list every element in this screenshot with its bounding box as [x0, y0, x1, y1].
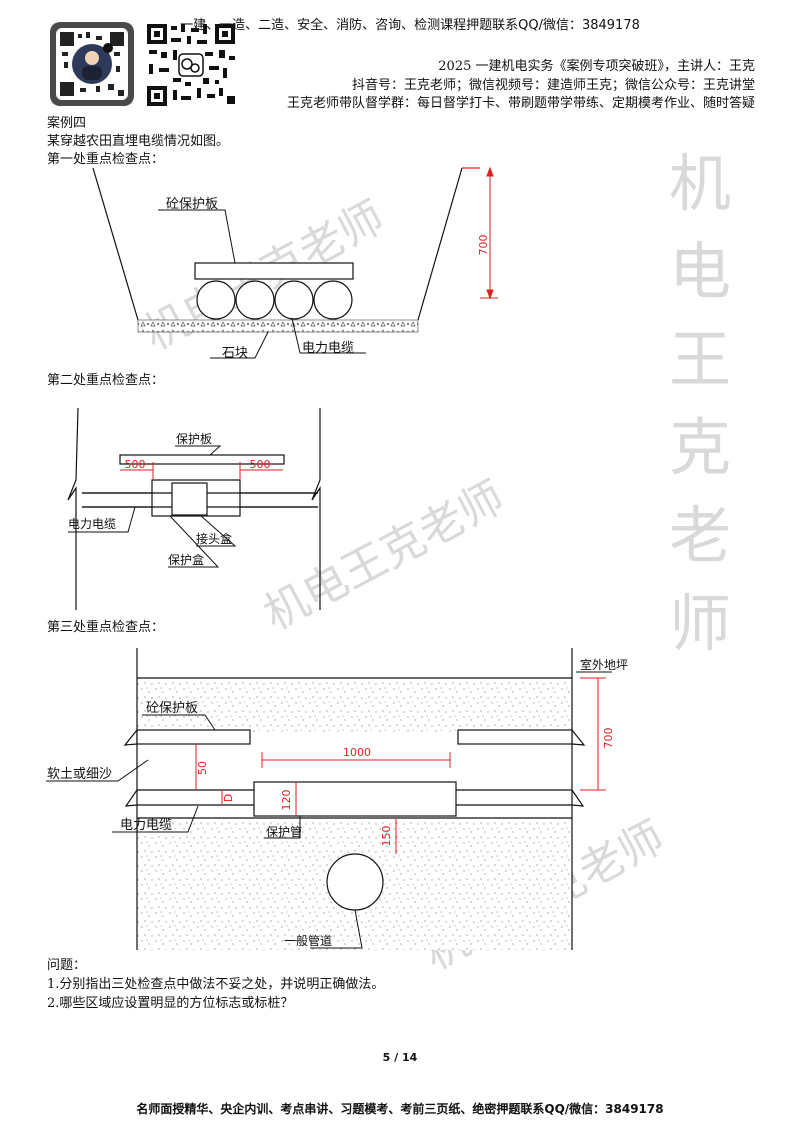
header-line-4: 王克老师带队督学群：每日督学打卡、带刷题带学带练、定期模考作业、随时答疑 — [286, 96, 755, 111]
fig2-dim-left: 500 — [125, 458, 146, 471]
fig3-cable-label: 电力电缆 — [120, 818, 173, 833]
fig2-joint-label: 接头盒 — [196, 532, 233, 546]
case-intro: 某穿越农田直埋电缆情况如图。 — [47, 134, 230, 149]
fig2-cable-label: 电力电缆 — [68, 517, 117, 531]
fig3-dim-700: 700 — [602, 728, 615, 749]
fig3-dim-120: 120 — [280, 790, 293, 811]
fig2-plate-label: 保护板 — [176, 432, 213, 446]
fig1-dim-700: 700 — [477, 235, 490, 256]
check-point-2-label: 第二处重点检查点： — [47, 373, 165, 388]
question-2: 2.哪些区域应设置明显的方位标志或标桩？ — [47, 996, 294, 1011]
fig3-ground-label: 室外地坪 — [580, 658, 629, 672]
header-line-3: 抖音号：王克老师；微信视频号：建造师王克；微信公众号：王克讲堂 — [351, 78, 755, 93]
fig3-sand-label: 软土或细沙 — [47, 767, 113, 782]
fig1-plate-label: 砼保护板 — [166, 197, 219, 212]
page-number: 5 / 14 — [382, 1051, 418, 1064]
check-point-3-label: 第三处重点检查点： — [47, 620, 165, 635]
fig3-plate-label: 砼保护板 — [146, 701, 199, 716]
fig2-box-label: 保护盒 — [168, 553, 205, 567]
fig3-pipe-label: 保护管 — [266, 825, 303, 839]
question-1: 1.分别指出三处检查点中做法不妥之处，并说明正确做法。 — [47, 977, 385, 992]
fig3-dim-1000: 1000 — [343, 746, 371, 759]
fig1-stone-label: 石块 — [222, 346, 249, 361]
fig1-cable-label: 电力电缆 — [302, 341, 355, 356]
fig3-general-pipe-label: 一般管道 — [284, 934, 333, 948]
wechat-qr-code — [145, 22, 237, 108]
watermark-vertical: 机 电 王 克 老 师 — [668, 147, 731, 660]
douyin-qr-code — [50, 22, 134, 106]
fig3-dim-150: 150 — [380, 826, 393, 847]
fig3-dim-D: D — [222, 794, 235, 802]
fig2-dim-right: 500 — [250, 458, 271, 471]
footer-promo: 名师面授精华、央企内训、考点串讲、习题模考、考前三页纸、绝密押题联系QQ/微信：… — [136, 1102, 664, 1116]
case-title: 案例四 — [47, 116, 87, 131]
questions-title: 问题： — [47, 958, 87, 973]
header-line-1: 一建、一造、二造、安全、消防、咨询、检测课程押题联系QQ/微信：3849178 — [180, 18, 640, 33]
header-line-2: 2025 一建机电实务《案例专项突破班》，主讲人：王克 — [438, 59, 755, 74]
fig3-dim-50: 50 — [196, 761, 209, 775]
check-point-1-label: 第一处重点检查点： — [47, 152, 165, 167]
